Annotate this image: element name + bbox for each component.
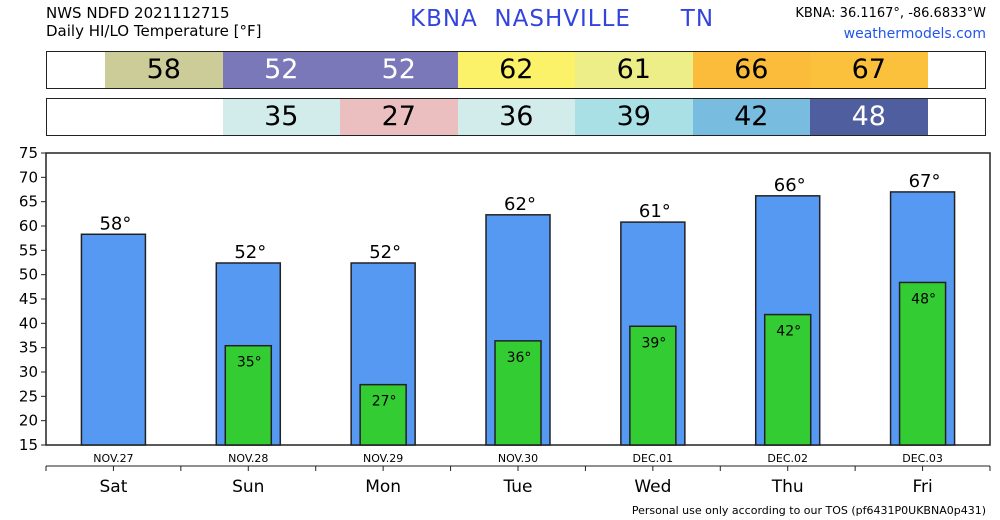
low-temp-cell-wed: 39 [575,99,693,135]
high-bar-label: 66° [774,175,806,196]
high-bar-label: 52° [369,242,401,263]
x-date-label: NOV.29 [363,452,403,465]
y-tick-label: 15 [19,436,38,454]
x-date-label: NOV.27 [93,452,133,465]
y-tick-label: 50 [19,266,38,284]
low-temp-cell-fri: 48 [810,99,928,135]
low-bar [224,344,273,446]
low-bar [763,313,812,446]
x-day-label: Mon [365,477,401,497]
low-temp-cell-thu: 42 [692,99,810,135]
coords-label: KBNA: 36.1167°, -86.6833°W [795,6,986,21]
high-temp-cell-mon: 52 [340,52,458,88]
high-temp-cell-fri: 67 [810,52,928,88]
header-right: KBNA: 36.1167°, -86.6833°W weathermodels… [795,4,986,44]
high-bar-label: 61° [639,201,671,222]
high-temp-cell-wed: 61 [575,52,693,88]
x-date-label: DEC.02 [767,452,808,465]
footer-note: Personal use only according to our TOS (… [631,504,986,517]
y-tick-label: 35 [19,339,38,357]
low-bar [359,383,407,446]
high-temp-cell-thu: 66 [692,52,810,88]
low-bar-label: 42° [776,324,801,340]
x-day-label: Sun [232,477,264,497]
model-run-label: NWS NDFD 2021112715 [46,4,230,22]
low-bar-label: 36° [507,350,532,366]
low-bar-label: 35° [237,355,262,371]
high-bar-label: 58° [99,213,131,234]
x-date-label: DEC.03 [902,452,943,465]
y-tick-label: 65 [19,193,38,211]
x-date-label: DEC.01 [633,452,674,465]
low-temp-cell-tue: 36 [457,99,575,135]
x-day-label: Thu [771,477,804,497]
high-temp-cell-sat: 58 [105,52,223,88]
x-day-label: Fri [912,477,932,497]
x-day-label: Wed [634,477,671,497]
y-tick-label: 40 [19,314,38,332]
x-date-label: NOV.28 [228,452,268,465]
low-bar-label: 27° [372,394,397,410]
x-date-label: NOV.30 [498,452,538,465]
low-bar [898,281,947,446]
low-temp-strip: 35 27 36 39 42 48 [46,98,986,136]
low-bar-label: 48° [911,291,936,307]
y-tick-label: 55 [19,241,38,259]
y-tick-label: 70 [19,168,38,186]
low-bar [494,340,542,446]
y-tick-label: 75 [19,144,38,162]
high-temp-cell-tue: 62 [457,52,575,88]
high-bar [80,233,147,446]
header-info: NWS NDFD 2021112715 Daily HI/LO Temperat… [46,4,262,40]
high-bar-label: 67° [909,171,941,192]
y-tick-label: 60 [19,217,38,235]
low-temp-cell-sun: 35 [222,99,340,135]
high-temp-cell-sun: 52 [222,52,340,88]
y-tick-label: 25 [19,387,38,405]
x-day-label: Tue [502,477,532,497]
station-title: KBNA NASHVILLE TN [410,6,715,32]
y-tick-label: 20 [19,412,38,430]
y-tick-label: 45 [19,290,38,308]
high-temp-strip: 58 52 52 62 61 66 67 [46,51,986,89]
x-day-label: Sat [99,477,127,497]
high-bar-label: 62° [504,194,536,215]
site-link[interactable]: weathermodels.com [843,26,986,42]
high-bar-label: 52° [234,242,266,263]
low-temp-cell-mon: 27 [340,99,458,135]
low-temp-cell-sat [105,99,223,135]
low-bar [629,325,677,446]
y-tick-label: 30 [19,363,38,381]
low-bar-label: 39° [641,335,666,351]
product-label: Daily HI/LO Temperature [°F] [46,22,262,40]
